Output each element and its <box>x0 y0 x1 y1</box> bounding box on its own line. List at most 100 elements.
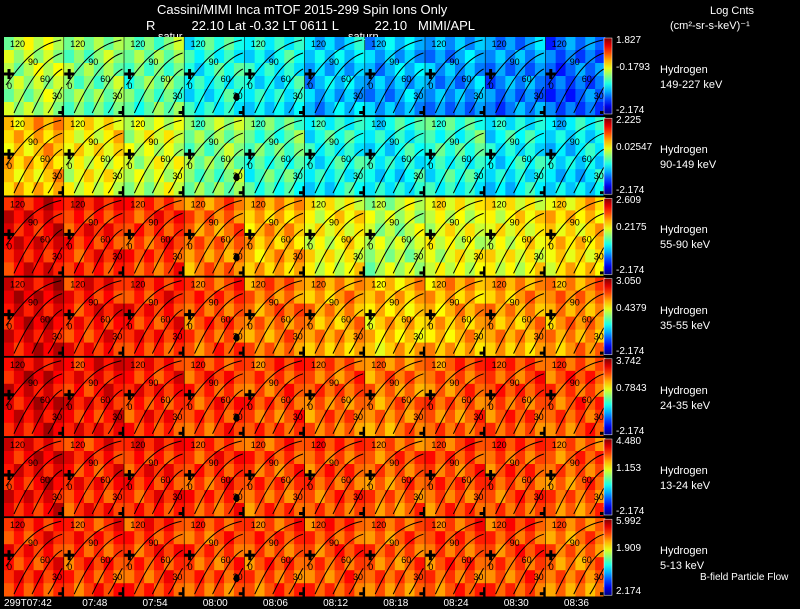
heatmap-cell <box>534 223 546 237</box>
contour-label: 60 <box>281 74 291 84</box>
heatmap-cell <box>83 197 95 211</box>
contour-label: 60 <box>221 555 231 565</box>
heatmap-cell <box>375 156 386 170</box>
heatmap-cell <box>93 89 104 103</box>
crosshair-marker <box>362 186 366 197</box>
contour-line <box>555 52 605 114</box>
heatmap-cell <box>113 531 124 545</box>
heatmap-cell <box>485 277 496 291</box>
heatmap-cell <box>534 130 546 144</box>
heatmap-cell <box>53 451 64 465</box>
contour-label: 0 <box>67 81 72 91</box>
contour-line <box>107 86 123 114</box>
heatmap-cell <box>464 490 476 504</box>
crosshair-marker <box>121 507 125 517</box>
heatmap-cell <box>305 50 316 64</box>
heatmap-cell <box>294 357 305 372</box>
heatmap-cell <box>565 464 576 478</box>
heatmap-cell <box>214 37 225 51</box>
heatmap-cell <box>474 409 485 424</box>
heatmap-cell <box>194 63 205 77</box>
heatmap-cell <box>53 583 64 597</box>
heatmap-cell <box>284 182 295 196</box>
heatmap-cell <box>495 503 506 517</box>
heatmap-cell <box>233 316 245 330</box>
heatmap-cell <box>23 409 34 424</box>
heatmap-cell <box>425 557 436 571</box>
heatmap-cell <box>384 383 396 398</box>
crosshair-marker <box>248 389 252 400</box>
heatmap-cell <box>464 451 476 465</box>
heatmap-cell <box>324 518 335 532</box>
heatmap-cell <box>474 182 485 196</box>
heatmap-cell <box>585 464 596 478</box>
heatmap-cell <box>474 583 485 597</box>
heatmap-cell <box>334 570 345 584</box>
heatmap-cell <box>4 438 15 452</box>
heatmap-cell <box>305 130 316 144</box>
contour-line <box>306 39 363 86</box>
heatmap-cell <box>485 316 496 330</box>
heatmap-cell <box>314 303 326 317</box>
heatmap-cell <box>505 182 516 196</box>
heatmap-cell <box>244 477 255 491</box>
heatmap-cell <box>194 182 205 196</box>
heatmap-cell <box>425 197 436 211</box>
crosshair-marker <box>362 266 366 277</box>
heatmap-cell <box>294 197 305 211</box>
crosshair-marker <box>489 69 493 79</box>
heatmap-cell <box>534 63 546 77</box>
heatmap-cell <box>515 316 526 330</box>
heatmap-cell <box>445 396 456 411</box>
heatmap-cell <box>144 76 155 90</box>
heatmap-cell <box>344 262 355 276</box>
heatmap-cell <box>455 156 466 170</box>
contour-label: 0 <box>7 241 12 251</box>
heatmap-cell <box>184 50 195 64</box>
heatmap-cell <box>284 130 295 144</box>
heatmap-cell <box>103 583 114 597</box>
heatmap-cell <box>375 169 386 183</box>
heatmap-cell <box>43 409 54 424</box>
heatmap-cell <box>244 409 255 424</box>
contour-line <box>366 199 423 246</box>
heatmap-cell <box>404 102 415 116</box>
heatmap-cell <box>224 290 235 304</box>
contour-line <box>314 212 364 274</box>
heatmap-cell <box>4 117 15 131</box>
contour-line <box>408 407 424 435</box>
heatmap-cell <box>113 156 124 170</box>
heatmap-cell <box>425 290 436 304</box>
heatmap-cell <box>534 531 546 545</box>
heatmap-cell <box>305 182 316 196</box>
heatmap-cell <box>244 169 255 183</box>
heatmap-cell <box>375 143 386 157</box>
heatmap-cell <box>595 370 606 385</box>
heatmap-cell <box>314 370 326 385</box>
heatmap-cell <box>264 37 275 51</box>
heatmap-cell <box>394 544 405 558</box>
heatmap-cell <box>173 490 184 504</box>
heatmap-cell <box>274 290 285 304</box>
heatmap-cell <box>595 396 606 411</box>
contour-line <box>589 567 605 595</box>
heatmap-cell <box>595 182 606 196</box>
heatmap-cell <box>334 290 345 304</box>
heatmap-cell <box>274 409 285 424</box>
contour-line <box>314 453 364 515</box>
heatmap-cell <box>23 490 34 504</box>
heatmap-cell <box>525 370 536 385</box>
heatmap-cell <box>445 357 456 372</box>
heatmap-cell <box>354 583 365 597</box>
heatmap-cell <box>365 438 376 452</box>
contour-line <box>47 166 63 194</box>
heatmap-cell <box>194 130 205 144</box>
heatmap-cell <box>124 451 135 465</box>
heatmap-cell <box>545 169 556 183</box>
heatmap-cell <box>43 169 54 183</box>
heatmap-cell <box>495 156 506 170</box>
heatmap-cell <box>384 63 396 77</box>
heatmap-cell <box>365 50 376 64</box>
